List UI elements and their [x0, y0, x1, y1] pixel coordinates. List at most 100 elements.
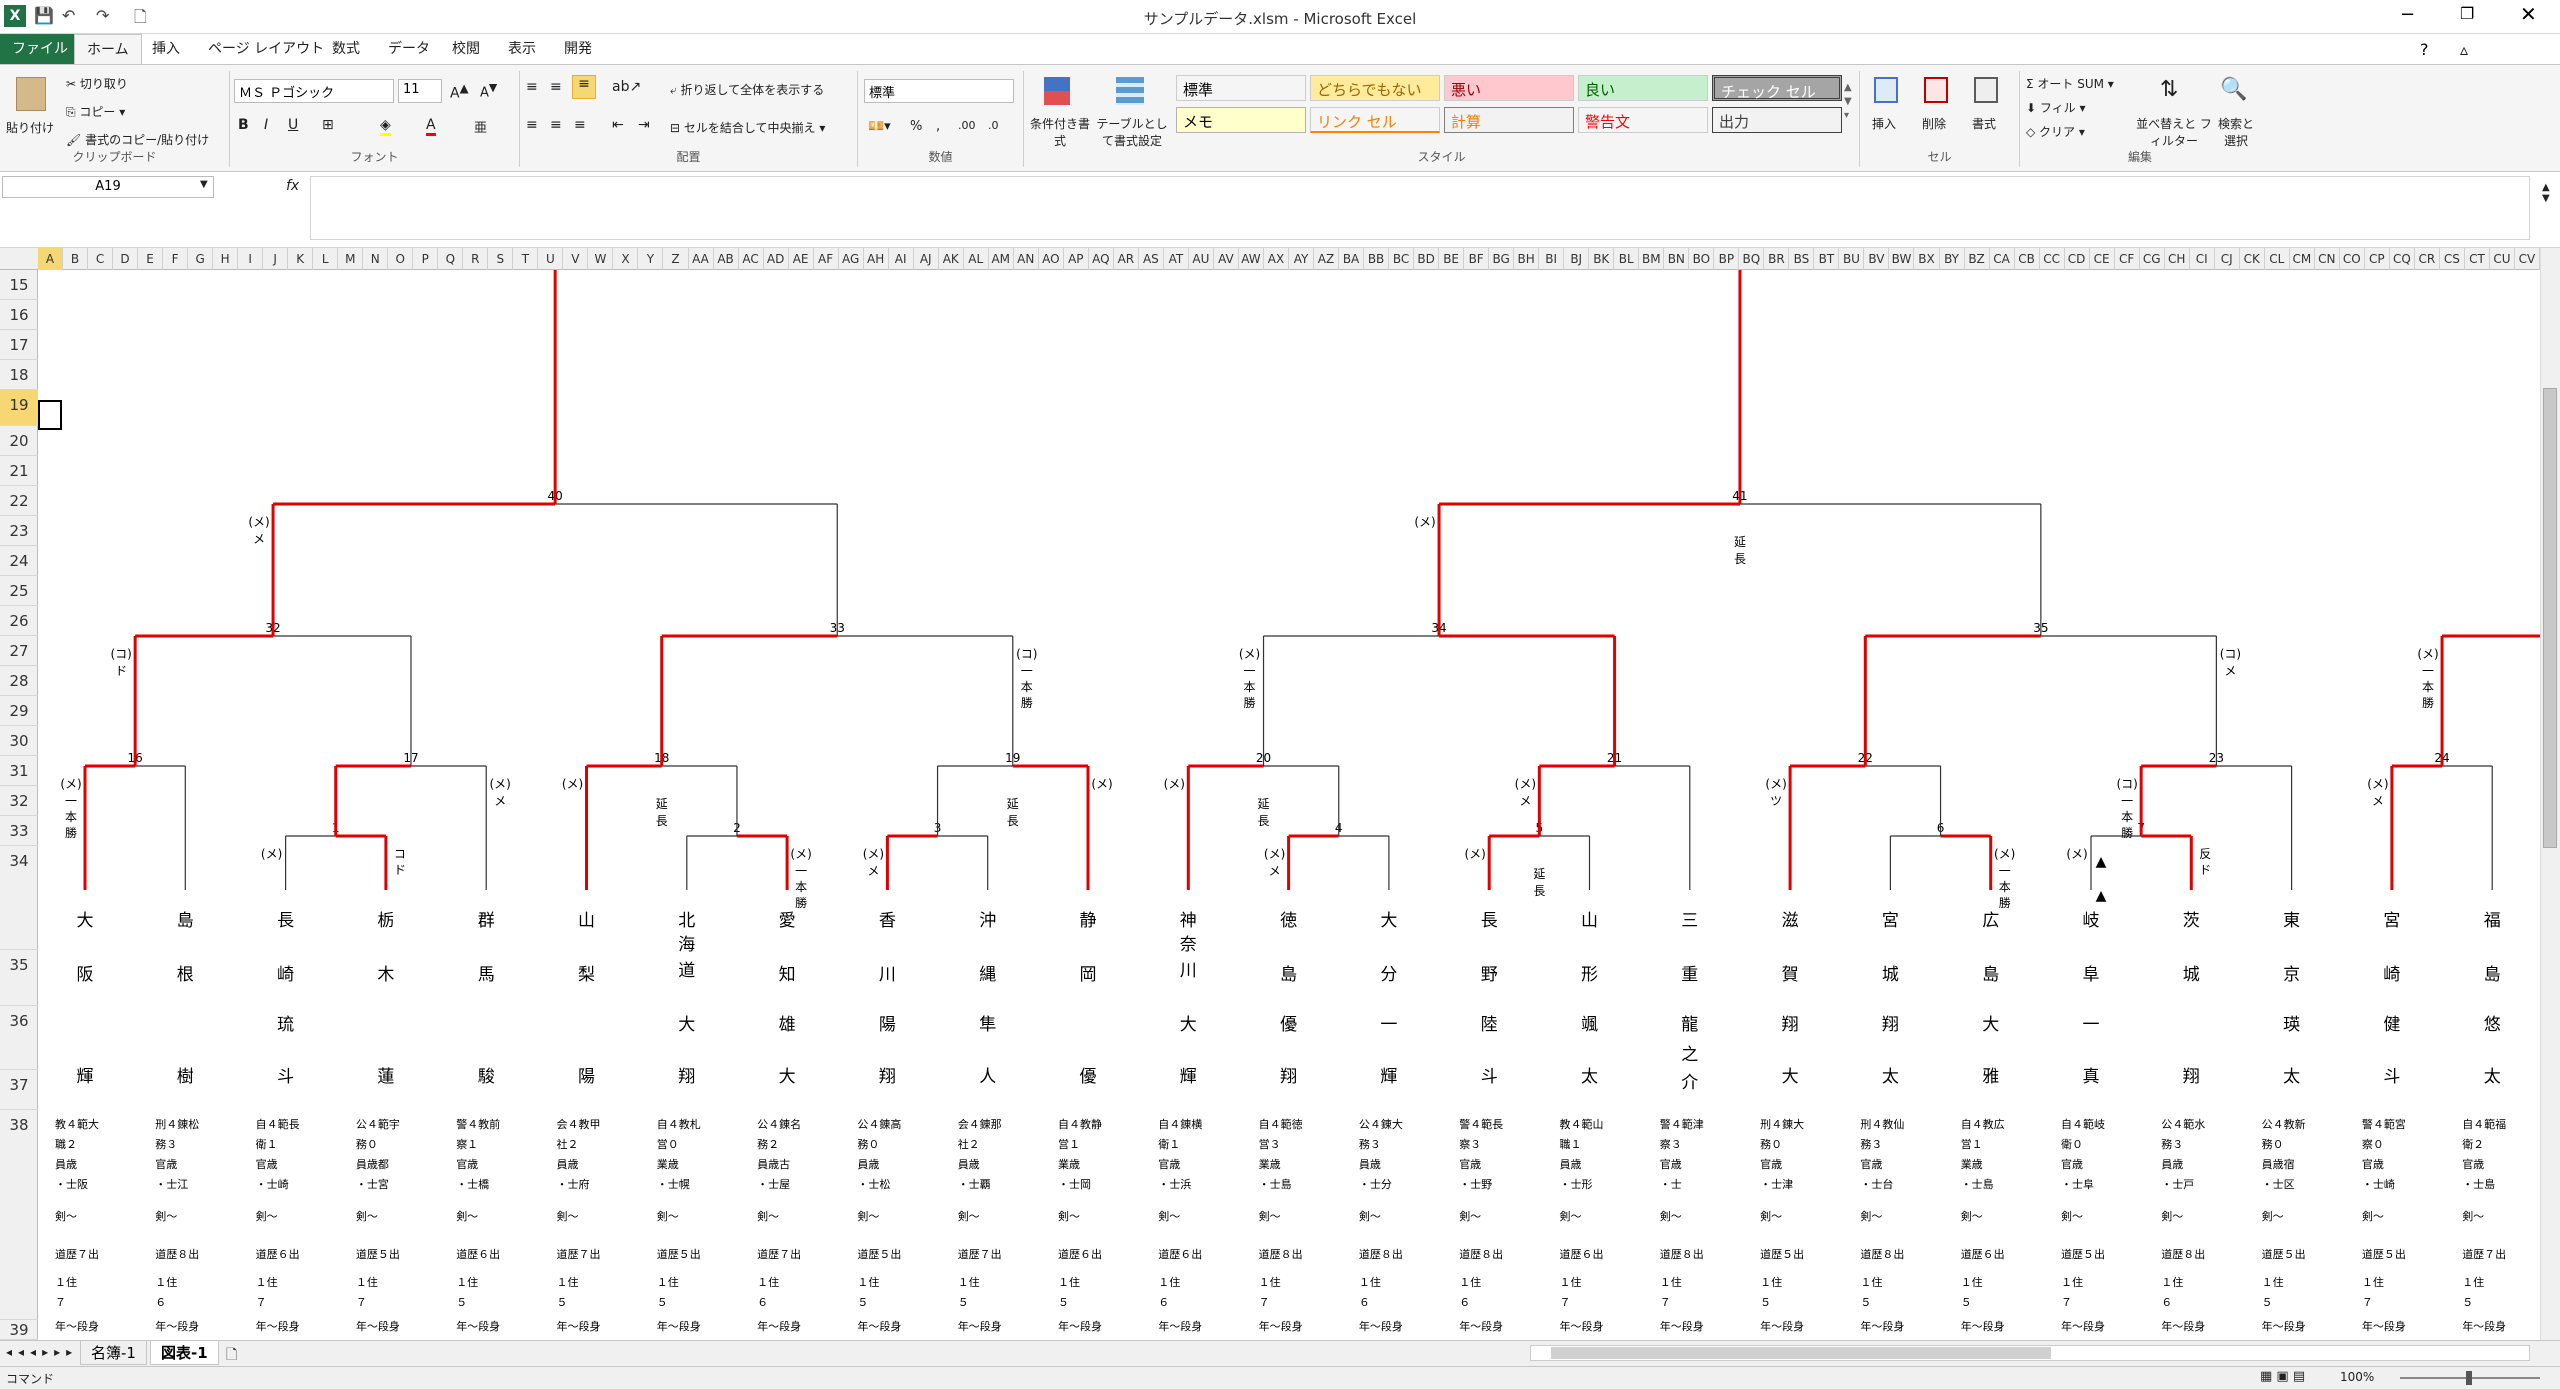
- column-header-C[interactable]: C: [88, 248, 114, 270]
- column-header-AT[interactable]: AT: [1164, 248, 1189, 270]
- column-header-BZ[interactable]: BZ: [1965, 248, 1990, 270]
- name-box[interactable]: A19: [2, 176, 214, 198]
- style-neutral[interactable]: どちらでもない: [1310, 75, 1440, 101]
- insert-sheet-icon[interactable]: 🗋: [226, 1347, 238, 1363]
- fill-button[interactable]: ⬇ フィル ▾: [2026, 101, 2086, 115]
- help-icon[interactable]: ?: [2420, 40, 2429, 59]
- column-header-CT[interactable]: CT: [2465, 248, 2490, 270]
- column-header-BS[interactable]: BS: [1789, 248, 1815, 270]
- column-header-AM[interactable]: AM: [989, 248, 1014, 270]
- font-name-select[interactable]: ＭＳ Ｐゴシック: [234, 79, 394, 103]
- font-size-select[interactable]: 11: [398, 79, 442, 103]
- font-color-icon[interactable]: A: [426, 117, 436, 136]
- close-icon[interactable]: ✕: [2520, 2, 2537, 26]
- column-header-CQ[interactable]: CQ: [2390, 248, 2415, 270]
- column-header-AP[interactable]: AP: [1064, 248, 1089, 270]
- row-header-39[interactable]: 39: [0, 1320, 38, 1340]
- sheet-tab-roster[interactable]: 名簿-1: [80, 1341, 147, 1365]
- clear-button[interactable]: ◇ クリア ▾: [2026, 125, 2085, 139]
- column-header-BE[interactable]: BE: [1439, 248, 1465, 270]
- column-header-AJ[interactable]: AJ: [914, 248, 939, 270]
- print-preview-icon[interactable]: 🗋: [134, 7, 147, 26]
- wrap-text-button[interactable]: ⤶ 折り返して全体を表示する: [670, 83, 825, 97]
- column-header-T[interactable]: T: [513, 248, 539, 270]
- column-header-AC[interactable]: AC: [739, 248, 764, 270]
- save-icon[interactable]: 💾: [34, 6, 54, 25]
- column-header-AF[interactable]: AF: [814, 248, 839, 270]
- column-header-BY[interactable]: BY: [1940, 248, 1965, 270]
- percent-icon[interactable]: %: [910, 119, 923, 134]
- column-header-AU[interactable]: AU: [1189, 248, 1214, 270]
- bold-icon[interactable]: B: [238, 117, 249, 133]
- conditional-format-icon[interactable]: [1044, 77, 1070, 105]
- shrink-font-icon[interactable]: A▼: [480, 81, 498, 101]
- style-linked-cell[interactable]: リンク セル: [1310, 107, 1440, 133]
- row-header-38[interactable]: 38: [0, 1110, 38, 1320]
- column-header-CN[interactable]: CN: [2315, 248, 2340, 270]
- column-header-X[interactable]: X: [613, 248, 639, 270]
- currency-icon[interactable]: 💴▾: [868, 119, 891, 134]
- row-header-37[interactable]: 37: [0, 1070, 38, 1110]
- delete-cells-icon[interactable]: [1924, 77, 1948, 103]
- align-left-icon[interactable]: ≡: [526, 117, 538, 133]
- horizontal-scroll-thumb[interactable]: [1551, 1347, 2051, 1359]
- column-header-N[interactable]: N: [363, 248, 389, 270]
- column-header-BQ[interactable]: BQ: [1739, 248, 1765, 270]
- column-header-E[interactable]: E: [138, 248, 164, 270]
- column-header-AN[interactable]: AN: [1014, 248, 1039, 270]
- column-header-BV[interactable]: BV: [1864, 248, 1890, 270]
- worksheet-grid[interactable]: 1(メ)コド16(メ)一本勝17(メ)メ2(メ)一本勝18(メ)延長3(メ)メ1…: [38, 270, 2540, 1340]
- row-header-23[interactable]: 23: [0, 516, 38, 546]
- column-header-A[interactable]: A: [38, 248, 64, 270]
- tab-developer[interactable]: 開発: [564, 41, 592, 57]
- column-header-CU[interactable]: CU: [2490, 248, 2515, 270]
- excel-icon[interactable]: X: [4, 5, 26, 27]
- row-header-35[interactable]: 35: [0, 950, 38, 1006]
- binoculars-icon[interactable]: 🔍: [2220, 77, 2248, 102]
- column-header-BU[interactable]: BU: [1839, 248, 1865, 270]
- column-header-AO[interactable]: AO: [1039, 248, 1064, 270]
- column-header-CA[interactable]: CA: [1990, 248, 2015, 270]
- cut-button[interactable]: ✂ 切り取り: [66, 77, 128, 91]
- phonetic-icon[interactable]: 亜: [474, 121, 488, 136]
- row-header-21[interactable]: 21: [0, 456, 38, 486]
- column-header-CV[interactable]: CV: [2515, 248, 2540, 270]
- column-header-CM[interactable]: CM: [2290, 248, 2315, 270]
- column-header-BA[interactable]: BA: [1339, 248, 1365, 270]
- column-header-D[interactable]: D: [113, 248, 139, 270]
- style-bad[interactable]: 悪い: [1444, 75, 1574, 101]
- insert-function-icon[interactable]: fx: [286, 178, 300, 194]
- sort-filter-icon[interactable]: ⇅: [2160, 77, 2179, 102]
- row-header-18[interactable]: 18: [0, 360, 38, 390]
- column-header-F[interactable]: F: [163, 248, 189, 270]
- column-header-BK[interactable]: BK: [1589, 248, 1615, 270]
- column-header-Z[interactable]: Z: [664, 248, 689, 270]
- row-header-33[interactable]: 33: [0, 816, 38, 846]
- undo-icon[interactable]: ↶: [62, 6, 76, 25]
- column-header-AA[interactable]: AA: [689, 248, 714, 270]
- column-header-W[interactable]: W: [588, 248, 614, 270]
- column-header-CE[interactable]: CE: [2090, 248, 2115, 270]
- row-header-27[interactable]: 27: [0, 636, 38, 666]
- column-header-AL[interactable]: AL: [964, 248, 989, 270]
- column-header-CK[interactable]: CK: [2240, 248, 2265, 270]
- column-header-AH[interactable]: AH: [864, 248, 889, 270]
- column-header-BT[interactable]: BT: [1814, 248, 1840, 270]
- column-header-BF[interactable]: BF: [1464, 248, 1490, 270]
- fill-color-icon[interactable]: ◈: [380, 117, 391, 136]
- column-header-R[interactable]: R: [463, 248, 489, 270]
- column-header-J[interactable]: J: [263, 248, 289, 270]
- column-header-AZ[interactable]: AZ: [1314, 248, 1340, 270]
- horizontal-scrollbar[interactable]: [1530, 1345, 2530, 1361]
- copy-button[interactable]: ⎘ コピー ▾: [66, 105, 126, 119]
- style-warning-text[interactable]: 警告文: [1578, 107, 1708, 133]
- column-header-BM[interactable]: BM: [1639, 248, 1665, 270]
- column-header-BH[interactable]: BH: [1514, 248, 1540, 270]
- row-header-28[interactable]: 28: [0, 666, 38, 696]
- column-header-AB[interactable]: AB: [714, 248, 739, 270]
- column-header-U[interactable]: U: [538, 248, 564, 270]
- row-header-19[interactable]: 19: [0, 390, 38, 426]
- formula-input[interactable]: [310, 176, 2530, 240]
- align-center-icon[interactable]: ≡: [550, 117, 562, 133]
- column-header-L[interactable]: L: [313, 248, 339, 270]
